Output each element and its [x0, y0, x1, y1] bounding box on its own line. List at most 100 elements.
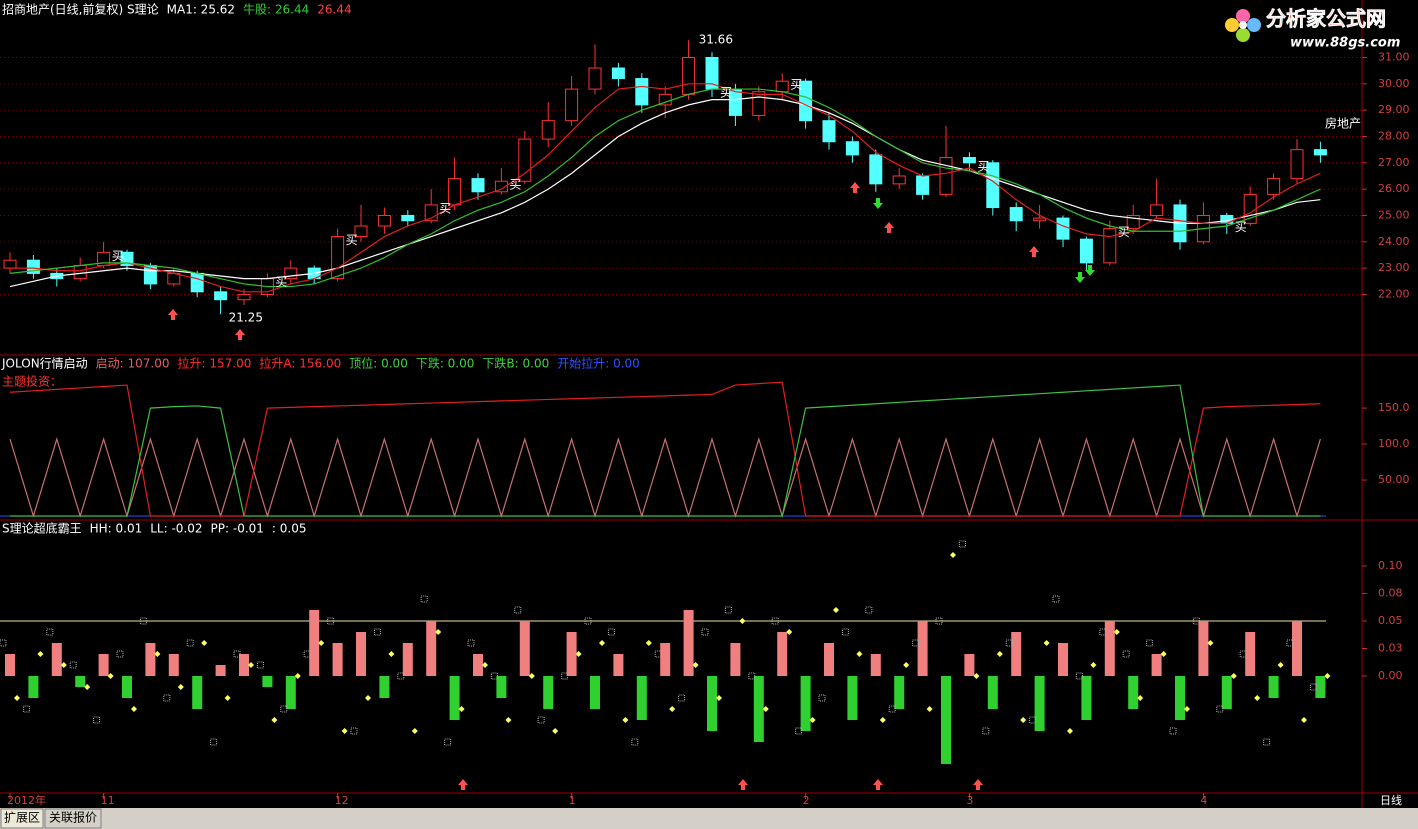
- square-marker: [116, 650, 124, 658]
- header-item: 牛股: 26.44: [243, 2, 309, 17]
- candle-body: [892, 175, 906, 185]
- header-item: 拉升: 157.00: [178, 356, 252, 371]
- bar: [1034, 676, 1045, 732]
- candle-body: [377, 214, 391, 227]
- square-marker: [537, 716, 545, 724]
- logo: 分析家公式网 www.88gs.com: [1225, 6, 1400, 51]
- square-marker: [678, 694, 686, 702]
- candle-body: [962, 157, 976, 164]
- diamond-marker: [154, 650, 161, 657]
- tab[interactable]: [44, 808, 102, 829]
- diamond-marker: [1277, 662, 1284, 668]
- candle-body: [635, 78, 649, 106]
- square-marker: [631, 738, 639, 746]
- bar: [1011, 631, 1022, 677]
- candle-body: [775, 80, 789, 93]
- square-marker: [327, 617, 335, 625]
- candle-body: [611, 67, 625, 80]
- tab-label[interactable]: 关联报价: [49, 810, 97, 825]
- diamond-marker: [879, 717, 886, 724]
- series-line: [10, 83, 1321, 293]
- candle-body: [799, 80, 813, 122]
- diamond-marker: [294, 673, 301, 680]
- candle-body: [939, 157, 953, 195]
- diamond-marker: [669, 706, 676, 713]
- tab-label[interactable]: 扩展区: [4, 811, 40, 825]
- y-tick-label: 0.08: [1378, 586, 1403, 599]
- bar: [824, 642, 834, 677]
- square-marker: [1169, 727, 1177, 735]
- diamond-marker: [177, 684, 184, 691]
- bar: [941, 676, 951, 765]
- bar: [590, 676, 600, 710]
- diamond-marker: [388, 650, 395, 657]
- y-tick-label: 28.00: [1378, 129, 1410, 142]
- bar: [1245, 631, 1256, 677]
- logo-petal: [1236, 28, 1250, 42]
- bar: [636, 676, 647, 721]
- diamond-marker: [950, 551, 956, 558]
- bar: [168, 653, 179, 677]
- bar: [51, 642, 62, 677]
- square-marker: [654, 650, 662, 658]
- bar: [917, 620, 928, 677]
- diamond-marker: [1113, 628, 1120, 635]
- candle-body: [471, 178, 485, 193]
- bar: [192, 676, 203, 710]
- header-item: HH: 0.01: [90, 522, 143, 536]
- bar: [28, 676, 39, 699]
- signal-arrow: [738, 779, 748, 790]
- bar: [379, 676, 390, 699]
- bar: [449, 676, 460, 721]
- bar: [1175, 676, 1185, 721]
- square-marker: [1263, 738, 1271, 746]
- bar: [1268, 676, 1279, 699]
- low-label: 21.25: [229, 311, 263, 325]
- square-marker: [1286, 639, 1294, 647]
- bar: [800, 676, 811, 732]
- square-marker: [490, 672, 498, 680]
- square-marker: [467, 639, 475, 647]
- bar: [356, 631, 366, 677]
- diamond-marker: [903, 662, 910, 668]
- bar: [98, 653, 109, 677]
- candle-body: [1056, 217, 1070, 240]
- diamond-marker: [482, 662, 488, 668]
- diamond-marker: [84, 684, 91, 691]
- header-item: 招商地产(日线,前复权) S理论: [2, 2, 159, 17]
- candle-body: [284, 267, 298, 280]
- diamond-marker: [411, 728, 418, 735]
- tab[interactable]: [0, 808, 44, 829]
- signal-arrow: [850, 182, 860, 193]
- bar: [683, 609, 694, 677]
- header-item: 开始拉升: 0.00: [557, 356, 640, 371]
- square-marker: [350, 727, 358, 735]
- diamond-marker: [996, 650, 1003, 657]
- diamond-marker: [926, 706, 933, 713]
- buy-label: 买: [509, 178, 521, 192]
- header-item: 下跌: 0.00: [416, 356, 475, 371]
- bar: [707, 676, 717, 732]
- bar: [75, 676, 86, 688]
- tab-bar: [0, 808, 1418, 829]
- square-marker: [163, 694, 171, 702]
- logo-petal: [1247, 18, 1261, 32]
- signal-arrow: [168, 309, 178, 320]
- candle-body: [214, 291, 228, 301]
- square-marker: [444, 738, 452, 746]
- bar: [847, 676, 858, 721]
- bar: [1292, 620, 1302, 677]
- bar: [473, 653, 483, 677]
- header-item: LL: -0.02: [150, 522, 202, 536]
- diamond-marker: [1207, 639, 1214, 646]
- diamond-marker: [973, 673, 980, 680]
- candle-body: [541, 120, 555, 140]
- bar: [1104, 620, 1115, 677]
- y-tick-label: 50.00: [1378, 473, 1410, 486]
- y-tick-label: 0.10: [1378, 559, 1403, 572]
- diamond-marker: [1301, 717, 1307, 724]
- bar: [262, 676, 273, 688]
- bar: [309, 609, 320, 677]
